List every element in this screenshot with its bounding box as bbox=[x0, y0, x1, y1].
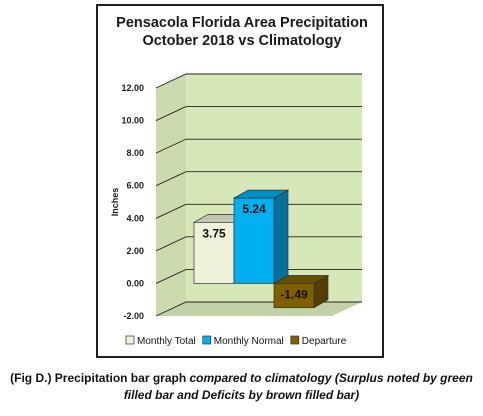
gridline bbox=[155, 203, 362, 219]
gridline bbox=[155, 138, 362, 154]
chart-side-wall bbox=[156, 74, 186, 316]
legend-swatch bbox=[202, 335, 212, 345]
legend-swatch bbox=[290, 335, 300, 345]
chart-floor bbox=[156, 302, 362, 316]
y-tick-label: -2.00 bbox=[123, 311, 144, 321]
caption-plain: (Fig D.) Precipitation bar graph bbox=[10, 371, 190, 385]
legend-label: Departure bbox=[302, 336, 347, 347]
legend-label: Monthly Normal bbox=[214, 336, 284, 347]
y-tick-label: 0.00 bbox=[126, 278, 144, 288]
y-axis-label: Inches bbox=[110, 188, 120, 217]
gridline bbox=[155, 106, 362, 121]
gridline bbox=[155, 236, 362, 252]
chart: Pensacola Florida Area Precipitation Octo… bbox=[110, 15, 368, 347]
bar-side bbox=[273, 189, 289, 285]
y-tick-label: 2.00 bbox=[126, 246, 144, 256]
caption-italic: compared to climatology (Surplus noted b… bbox=[123, 371, 473, 402]
y-tick-label: 8.00 bbox=[126, 148, 144, 158]
data-label: -1.49 bbox=[280, 287, 308, 301]
bar bbox=[193, 222, 235, 284]
chart-title-line: October 2018 vs Climatology bbox=[142, 33, 341, 49]
gridline bbox=[155, 73, 362, 89]
bar bbox=[273, 283, 315, 309]
data-label: 5.24 bbox=[242, 202, 266, 216]
y-tick-label: 6.00 bbox=[126, 181, 144, 191]
gridline bbox=[155, 268, 362, 284]
bar bbox=[233, 197, 275, 284]
chart-frame: Pensacola Florida Area Precipitation Octo… bbox=[96, 4, 384, 358]
y-tick-label: 4.00 bbox=[126, 213, 144, 223]
chart-title-line: Pensacola Florida Area Precipitation bbox=[116, 15, 368, 31]
y-tick-label: 12.00 bbox=[121, 83, 144, 93]
gridline bbox=[155, 171, 362, 187]
legend-swatch bbox=[125, 335, 135, 345]
y-tick-label: 10.00 bbox=[121, 116, 144, 126]
data-label: 3.75 bbox=[202, 226, 226, 240]
legend-label: Monthly Total bbox=[137, 336, 196, 347]
figure-caption: (Fig D.) Precipitation bar graph compare… bbox=[0, 370, 483, 404]
